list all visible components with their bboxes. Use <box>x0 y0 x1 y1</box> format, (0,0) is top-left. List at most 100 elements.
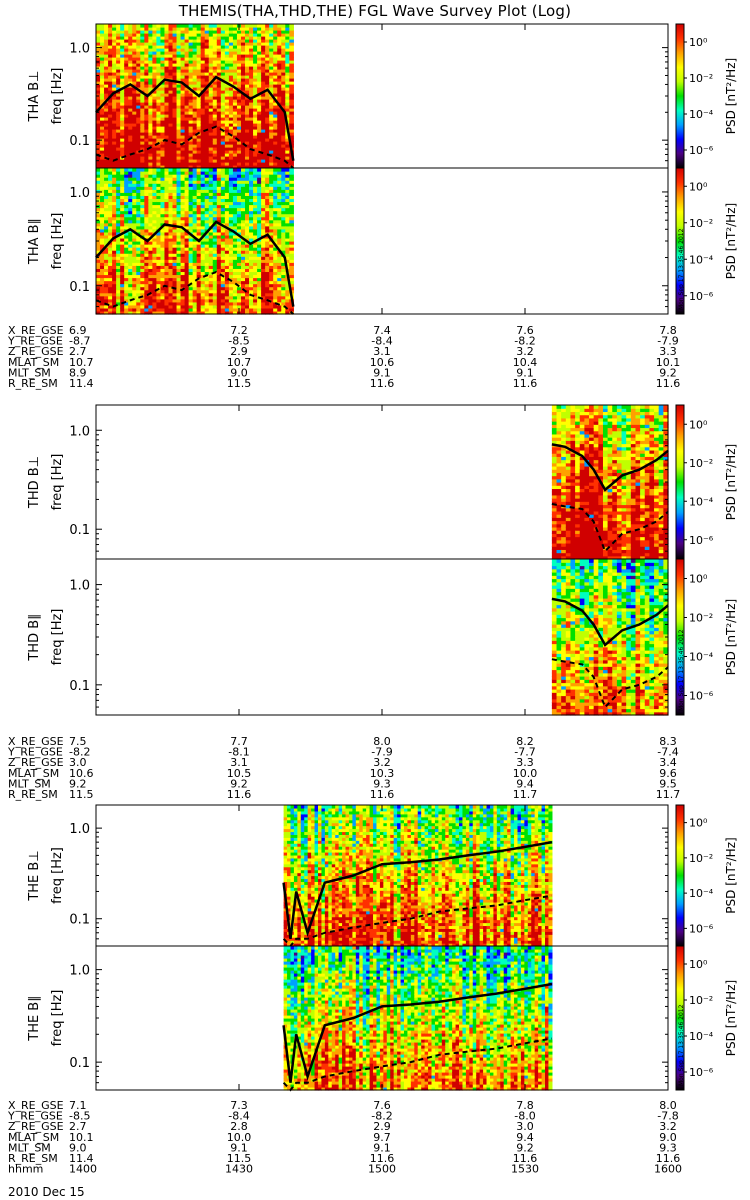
spectrogram-cell <box>285 135 290 139</box>
spectrogram-cell <box>196 72 202 76</box>
spectrogram-cell <box>277 57 282 61</box>
spectrogram-cell <box>224 93 230 97</box>
spectrogram-cell <box>176 150 182 154</box>
spectrogram-cell <box>240 289 246 294</box>
spectrogram-cell <box>108 228 113 233</box>
spectrogram-cell <box>269 222 274 227</box>
spectrogram-cell <box>257 228 262 233</box>
spectrogram-cell <box>265 24 270 28</box>
spectrogram-cell <box>192 78 198 82</box>
spectrogram-cell <box>152 171 158 175</box>
spectrogram-cell <box>148 69 153 73</box>
spectrogram-cell <box>261 189 266 193</box>
spectrogram-cell <box>220 286 226 291</box>
spectrogram-cell <box>273 256 278 260</box>
spectrogram-cell <box>168 42 174 46</box>
spectrogram-cell <box>236 81 242 85</box>
spectrogram-cell <box>228 186 234 190</box>
spectrogram-cell <box>245 153 250 157</box>
spectrogram-cell <box>261 237 266 242</box>
spectrogram-cell <box>156 27 162 31</box>
spectrogram-cell <box>289 307 294 312</box>
spectrogram-cell <box>192 126 198 130</box>
spectrogram-cell <box>132 256 137 260</box>
spectrogram-cell <box>240 283 246 288</box>
spectrogram-cell <box>236 60 242 64</box>
spectrogram-cell <box>112 247 117 251</box>
spectrogram-cell <box>249 45 254 49</box>
spectrogram-cell <box>128 277 133 282</box>
spectrogram-cell <box>172 244 178 248</box>
spectrogram-cell <box>232 304 238 309</box>
spectrogram-cell <box>196 60 202 64</box>
spectrogram-cell <box>224 165 230 169</box>
spectrogram-cell <box>249 108 254 112</box>
spectrogram-cell <box>184 201 190 206</box>
spectrogram-cell <box>96 265 101 269</box>
spectrogram-cell <box>96 286 101 291</box>
spectrogram-cell <box>100 241 105 245</box>
spectrogram-cell <box>261 75 266 79</box>
spectrogram-cell <box>265 147 270 151</box>
spectrogram-cell <box>204 204 210 209</box>
spectrogram-cell <box>176 54 182 58</box>
spectrogram-cell <box>176 102 182 106</box>
spectrogram-cell <box>164 219 170 224</box>
spectrogram-cell <box>192 42 198 46</box>
spectrogram-cell <box>164 141 170 145</box>
spectrogram-cell <box>148 259 153 263</box>
spectrogram-cell <box>253 195 258 200</box>
spectrogram-cell <box>192 274 198 279</box>
spectrogram-cell <box>132 265 137 269</box>
spectrogram-cell <box>289 117 294 121</box>
spectrogram-cell <box>116 48 121 52</box>
spectrogram-cell <box>196 168 202 172</box>
spectrogram-cell <box>128 189 133 193</box>
spectrogram-cell <box>228 126 234 130</box>
spectrogram-cell <box>257 213 262 218</box>
spectrogram-cell <box>228 250 234 254</box>
spectrogram-cell <box>152 216 158 221</box>
spectrogram-cell <box>132 186 137 190</box>
spectrogram-cell <box>269 147 274 151</box>
spectrogram-cell <box>136 123 141 127</box>
spectrogram-cell <box>148 292 153 297</box>
spectrogram-cell <box>128 195 133 200</box>
spectrogram-cell <box>116 114 121 118</box>
spectrogram-cell <box>208 183 214 187</box>
spectrogram-cell <box>257 30 262 34</box>
spectrogram-cell <box>216 283 222 288</box>
spectrogram-cell <box>120 129 125 133</box>
spectrogram-cell <box>128 75 133 79</box>
spectrogram-cell <box>249 310 254 315</box>
spectrogram-cell <box>136 96 141 100</box>
spectrogram-cell <box>168 234 174 239</box>
spectrogram-cell <box>236 150 242 154</box>
spectrogram-cell <box>108 262 113 266</box>
spectrogram-cell <box>116 135 121 139</box>
spectrogram-cell <box>132 295 137 300</box>
spectrogram-cell <box>212 228 218 233</box>
spectrogram-cell <box>180 126 186 130</box>
spectrogram-cell <box>261 72 266 76</box>
spectrogram-cell <box>116 105 121 109</box>
spectrogram-cell <box>285 304 290 309</box>
spectrogram-cell <box>240 295 246 300</box>
spectrogram-cell <box>160 159 166 163</box>
tha-bperp-spectrogram <box>96 24 294 169</box>
spectrogram-cell <box>277 234 282 239</box>
spectrogram-cell <box>269 138 274 142</box>
spectrogram-cell <box>232 204 238 209</box>
spectrogram-cell <box>240 304 246 309</box>
spectrogram-cell <box>208 219 214 224</box>
spectrogram-cell <box>132 280 137 285</box>
spectrogram-cell <box>240 222 246 227</box>
spectrogram-cell <box>128 96 133 100</box>
spectrogram-cell <box>236 171 242 175</box>
spectrogram-cell <box>220 153 226 157</box>
spectrogram-cell <box>140 36 145 40</box>
spectrogram-cell <box>112 295 117 300</box>
spectrogram-cell <box>184 57 190 61</box>
spectrogram-cell <box>140 253 145 257</box>
